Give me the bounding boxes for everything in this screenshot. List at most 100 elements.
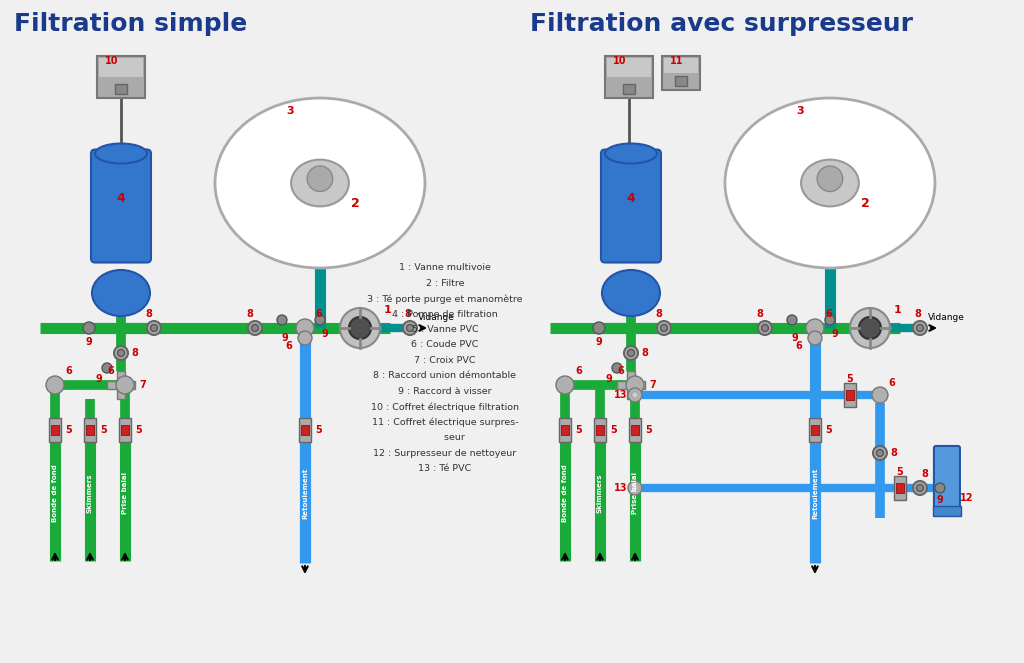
Circle shape	[657, 321, 671, 335]
Text: 8: 8	[131, 348, 138, 358]
Text: 1 : Vanne multivoie: 1 : Vanne multivoie	[399, 263, 490, 272]
Text: 5: 5	[610, 425, 617, 435]
Circle shape	[913, 321, 927, 335]
Circle shape	[114, 346, 128, 360]
Text: 5 : Vanne PVC: 5 : Vanne PVC	[412, 325, 478, 334]
Circle shape	[859, 317, 881, 339]
Bar	[301, 425, 309, 435]
Text: 1: 1	[384, 305, 392, 315]
Bar	[51, 425, 59, 435]
Bar	[121, 425, 129, 435]
Circle shape	[296, 319, 314, 337]
Text: 6 : Coude PVC: 6 : Coude PVC	[412, 341, 478, 349]
Circle shape	[298, 331, 312, 345]
Circle shape	[624, 346, 638, 360]
Bar	[97, 56, 145, 98]
Text: 7 : Croix PVC: 7 : Croix PVC	[415, 356, 476, 365]
Circle shape	[935, 483, 945, 493]
Text: 12 : Surpresseur de nettoyeur: 12 : Surpresseur de nettoyeur	[374, 449, 516, 458]
Text: Vidange: Vidange	[928, 313, 965, 322]
Bar	[596, 425, 604, 435]
Text: 6: 6	[575, 366, 583, 376]
Circle shape	[117, 381, 125, 389]
Circle shape	[315, 315, 325, 325]
Circle shape	[46, 376, 63, 394]
Circle shape	[118, 349, 125, 357]
Circle shape	[632, 485, 638, 491]
Bar	[933, 506, 961, 516]
Text: 5: 5	[847, 374, 853, 384]
Text: 8: 8	[914, 309, 922, 319]
Text: 10 : Coffret électrique filtration: 10 : Coffret électrique filtration	[371, 402, 519, 412]
Circle shape	[808, 331, 822, 345]
Circle shape	[340, 308, 380, 348]
Text: 13 : Té PVC: 13 : Té PVC	[419, 465, 472, 473]
Text: Bonde de fond: Bonde de fond	[52, 464, 58, 522]
Text: 6: 6	[286, 341, 293, 351]
Circle shape	[403, 321, 417, 335]
Bar	[594, 418, 606, 442]
FancyBboxPatch shape	[934, 446, 959, 510]
Bar	[115, 84, 127, 94]
Circle shape	[83, 322, 95, 334]
Text: 3: 3	[796, 106, 804, 116]
Bar	[119, 418, 131, 442]
Circle shape	[276, 315, 287, 325]
Text: Prise balai: Prise balai	[122, 472, 128, 514]
Ellipse shape	[291, 160, 349, 206]
Text: 9: 9	[86, 337, 92, 347]
Text: 6: 6	[796, 341, 803, 351]
Circle shape	[872, 387, 888, 403]
Circle shape	[872, 446, 887, 460]
Text: 8: 8	[655, 309, 663, 319]
Bar	[106, 381, 135, 389]
Text: 8: 8	[641, 348, 648, 358]
Circle shape	[762, 324, 768, 332]
Ellipse shape	[215, 98, 425, 268]
Text: 6: 6	[889, 378, 895, 388]
Circle shape	[825, 315, 835, 325]
Circle shape	[556, 376, 574, 394]
Bar	[662, 56, 700, 90]
Bar	[99, 58, 143, 77]
Text: 7: 7	[139, 380, 146, 390]
Text: 6: 6	[66, 366, 73, 376]
Circle shape	[916, 485, 924, 491]
Text: 2 : Filtre: 2 : Filtre	[426, 278, 464, 288]
Text: 9: 9	[792, 333, 799, 343]
Text: Retoulement: Retoulement	[302, 467, 308, 518]
Circle shape	[806, 319, 824, 337]
FancyBboxPatch shape	[601, 150, 660, 263]
Circle shape	[913, 481, 927, 495]
Text: 3: 3	[286, 106, 294, 116]
Bar	[117, 371, 125, 399]
Text: 5: 5	[575, 425, 583, 435]
Text: Prise balai: Prise balai	[632, 472, 638, 514]
Bar	[664, 58, 698, 73]
Text: 4: 4	[117, 192, 125, 204]
Bar	[607, 58, 651, 77]
Text: 9 : Raccord à visser: 9 : Raccord à visser	[398, 387, 492, 396]
Circle shape	[248, 321, 262, 335]
Circle shape	[628, 388, 642, 402]
Text: 2: 2	[860, 196, 869, 210]
Ellipse shape	[605, 143, 657, 164]
Text: 5: 5	[66, 425, 73, 435]
Text: 8: 8	[404, 309, 412, 319]
Text: 6: 6	[617, 366, 625, 376]
Circle shape	[612, 363, 622, 373]
Ellipse shape	[725, 98, 935, 268]
Text: 13: 13	[614, 390, 628, 400]
Bar	[299, 418, 311, 442]
Bar	[631, 425, 639, 435]
Bar	[86, 425, 94, 435]
Bar	[896, 483, 904, 493]
Text: 5: 5	[135, 425, 142, 435]
Circle shape	[877, 450, 884, 457]
Text: Filtration simple: Filtration simple	[14, 12, 247, 36]
Bar	[846, 390, 854, 400]
Text: 8: 8	[757, 309, 764, 319]
Text: Bonde de fond: Bonde de fond	[562, 464, 568, 522]
Bar	[623, 84, 635, 94]
Circle shape	[787, 315, 797, 325]
